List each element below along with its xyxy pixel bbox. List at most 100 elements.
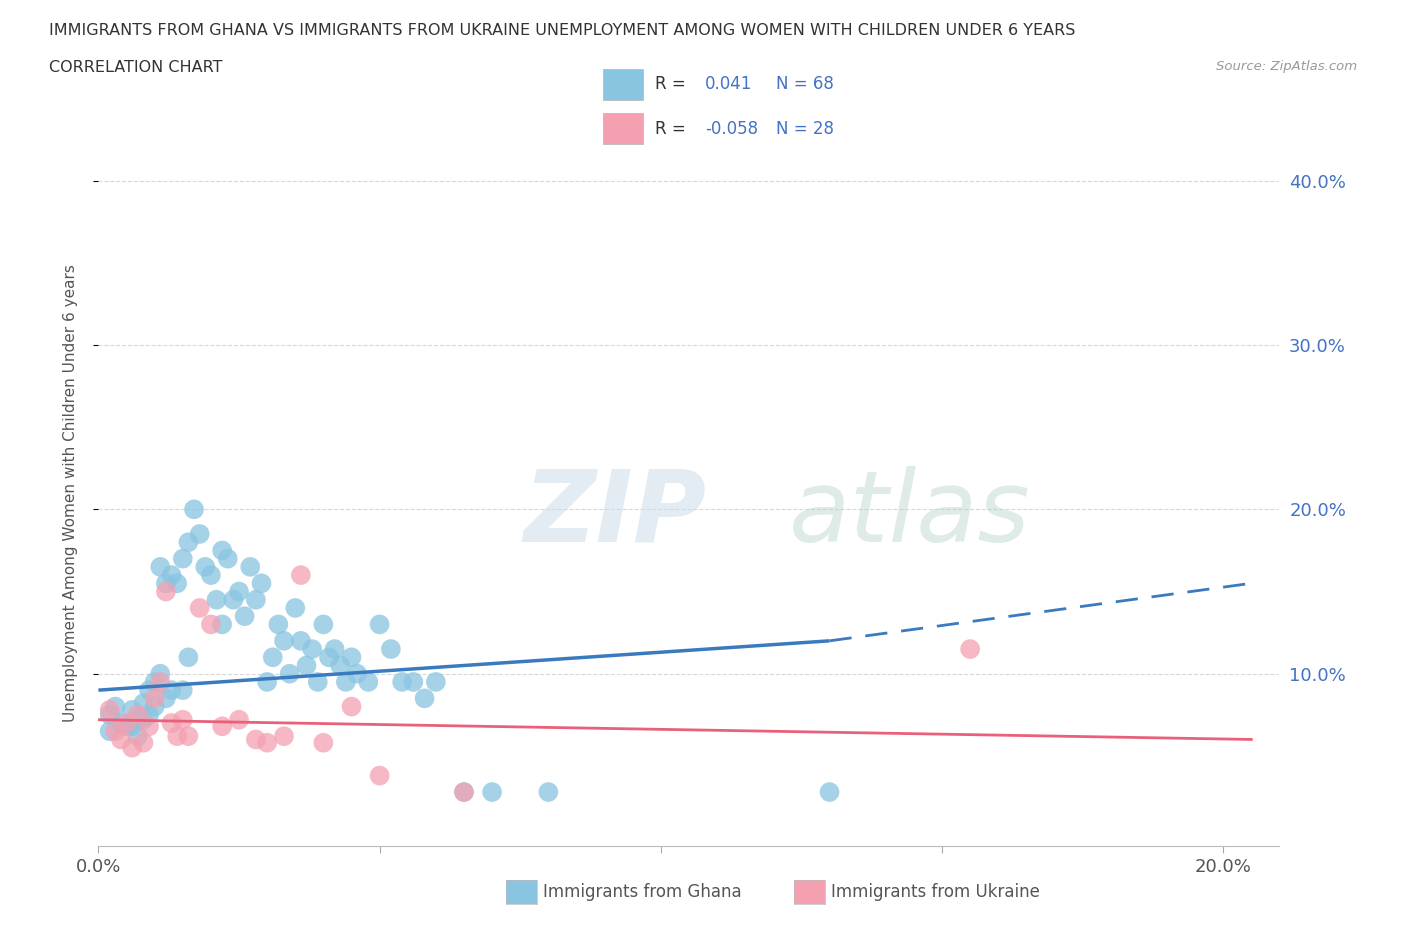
Point [368, 617, 391, 631]
Point [329, 658, 352, 673]
Point [481, 785, 503, 800]
Point [149, 674, 172, 689]
Point [211, 543, 233, 558]
Point [301, 642, 323, 657]
Point [262, 650, 284, 665]
Point [323, 642, 346, 657]
Point [228, 712, 250, 727]
Point [127, 712, 149, 727]
Point [284, 601, 307, 616]
Text: Immigrants from Ghana: Immigrants from Ghana [543, 883, 741, 901]
Point [166, 576, 188, 591]
Point [188, 601, 211, 616]
Point [166, 729, 188, 744]
Point [177, 729, 200, 744]
Point [115, 715, 138, 730]
Point [104, 699, 127, 714]
Point [273, 729, 295, 744]
Point [228, 584, 250, 599]
Point [307, 674, 329, 689]
Point [402, 674, 425, 689]
Text: -0.058: -0.058 [704, 120, 758, 138]
Point [217, 551, 239, 566]
Point [250, 576, 273, 591]
Point [340, 699, 363, 714]
Point [155, 584, 177, 599]
Point [290, 567, 312, 582]
Point [160, 567, 183, 582]
Text: IMMIGRANTS FROM GHANA VS IMMIGRANTS FROM UKRAINE UNEMPLOYMENT AMONG WOMEN WITH C: IMMIGRANTS FROM GHANA VS IMMIGRANTS FROM… [49, 23, 1076, 38]
Point [172, 712, 194, 727]
Point [818, 785, 841, 800]
Text: 0.041: 0.041 [704, 75, 752, 93]
Point [110, 715, 132, 730]
Point [138, 719, 160, 734]
Point [391, 674, 413, 689]
Text: CORRELATION CHART: CORRELATION CHART [49, 60, 222, 75]
Point [98, 708, 121, 723]
Text: R =: R = [655, 75, 686, 93]
Point [138, 708, 160, 723]
Text: atlas: atlas [789, 466, 1031, 563]
Point [172, 551, 194, 566]
Point [121, 702, 143, 717]
Point [453, 785, 475, 800]
Point [200, 617, 222, 631]
Point [453, 785, 475, 800]
Point [121, 719, 143, 734]
FancyBboxPatch shape [603, 113, 643, 144]
Point [177, 535, 200, 550]
Point [357, 674, 380, 689]
Point [211, 719, 233, 734]
Point [127, 708, 149, 723]
Point [155, 691, 177, 706]
Text: Immigrants from Ukraine: Immigrants from Ukraine [831, 883, 1040, 901]
Point [104, 724, 127, 738]
Text: Source: ZipAtlas.com: Source: ZipAtlas.com [1216, 60, 1357, 73]
Point [132, 696, 155, 711]
Point [425, 674, 447, 689]
Point [245, 732, 267, 747]
Text: ZIP: ZIP [523, 466, 707, 563]
Point [172, 683, 194, 698]
Point [335, 674, 357, 689]
FancyBboxPatch shape [603, 69, 643, 100]
Point [233, 609, 256, 624]
Point [312, 617, 335, 631]
Point [267, 617, 290, 631]
Point [312, 736, 335, 751]
Text: R =: R = [655, 120, 686, 138]
Point [143, 674, 166, 689]
Point [273, 633, 295, 648]
Point [368, 768, 391, 783]
Point [155, 576, 177, 591]
Point [149, 666, 172, 681]
Point [346, 666, 368, 681]
Point [278, 666, 301, 681]
Point [211, 617, 233, 631]
Point [149, 560, 172, 575]
Point [98, 724, 121, 738]
Point [256, 674, 278, 689]
Point [380, 642, 402, 657]
Point [222, 592, 245, 607]
Point [183, 502, 205, 517]
Point [959, 642, 981, 657]
Point [143, 691, 166, 706]
Point [340, 650, 363, 665]
Point [188, 526, 211, 541]
Point [132, 736, 155, 751]
Point [121, 740, 143, 755]
Point [537, 785, 560, 800]
Point [98, 702, 121, 717]
Point [143, 699, 166, 714]
Point [256, 736, 278, 751]
Text: N = 28: N = 28 [776, 120, 834, 138]
Point [110, 732, 132, 747]
Point [239, 560, 262, 575]
Point [318, 650, 340, 665]
Point [115, 719, 138, 734]
Point [413, 691, 436, 706]
Point [290, 633, 312, 648]
Text: N = 68: N = 68 [776, 75, 834, 93]
